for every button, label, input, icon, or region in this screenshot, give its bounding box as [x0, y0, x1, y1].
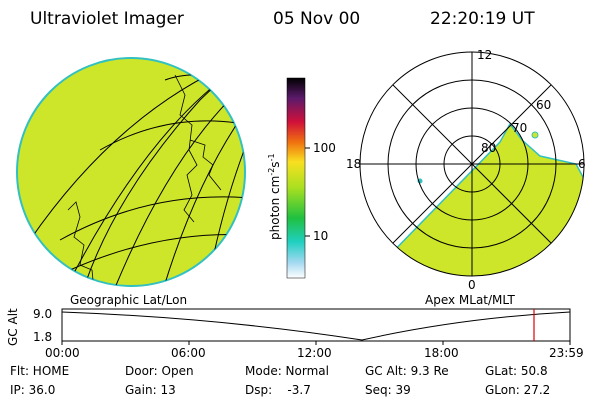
timeline-axis-label: GC Alt: [6, 308, 20, 346]
status-field: GLat: 50.8: [485, 364, 548, 378]
date: 05 Nov 00: [273, 9, 360, 29]
instrument-title: Ultraviolet Imager: [30, 9, 184, 29]
colorbar-tick-label: 10: [313, 229, 328, 243]
status-field: GLon: 27.2: [485, 383, 550, 397]
polar-plot: 12 18 6 0 80 70 60: [346, 48, 586, 292]
panel-caption: Geographic Lat/Lon: [70, 293, 187, 307]
unit: photon cm: [268, 176, 282, 240]
globe-image: [16, 57, 246, 287]
status-field: Mode: Normal: [245, 364, 329, 378]
unit: s: [268, 161, 282, 167]
time-label: 18:00: [424, 346, 459, 360]
mlat-label: 70: [512, 121, 527, 135]
timeline-y-label: 1.8: [33, 330, 52, 344]
mlat-label: 80: [481, 141, 496, 155]
time: 22:20:19 UT: [430, 9, 535, 29]
status-field: Flt: HOME: [10, 364, 69, 378]
status-field: Seq: 39: [365, 383, 411, 397]
panel-caption: Apex MLat/MLT: [425, 293, 515, 307]
mlt-label: 12: [477, 48, 492, 62]
status-field: Door: Open: [125, 364, 194, 378]
exponent: -1: [267, 153, 276, 161]
mlt-label: 18: [346, 157, 361, 171]
status-panel: Flt: HOME Door: Open Mode: Normal GC Alt: 9…: [10, 364, 550, 397]
status-field: IP: 36.0: [10, 383, 55, 397]
status-field: Dsp: -3.7: [245, 383, 311, 397]
colorbar-label: photon cm-2s-1: [267, 153, 282, 240]
colorbar-tick-label: 100: [313, 141, 336, 155]
exponent: -2: [267, 168, 276, 176]
time-label: 23:59: [549, 346, 584, 360]
time-label: 00:00: [45, 346, 80, 360]
mlt-label: 0: [468, 278, 476, 292]
timeline-y-label: 9.0: [33, 307, 52, 321]
time-label: 06:00: [171, 346, 206, 360]
status-field: GC Alt: 9.3 Re: [365, 364, 449, 378]
colorbar: [286, 77, 306, 279]
time-label: 12:00: [297, 346, 332, 360]
status-field: Gain: 13: [125, 383, 176, 397]
mlt-label: 6: [578, 157, 586, 171]
mlat-label: 60: [536, 98, 551, 112]
altitude-timeline: [61, 308, 571, 345]
